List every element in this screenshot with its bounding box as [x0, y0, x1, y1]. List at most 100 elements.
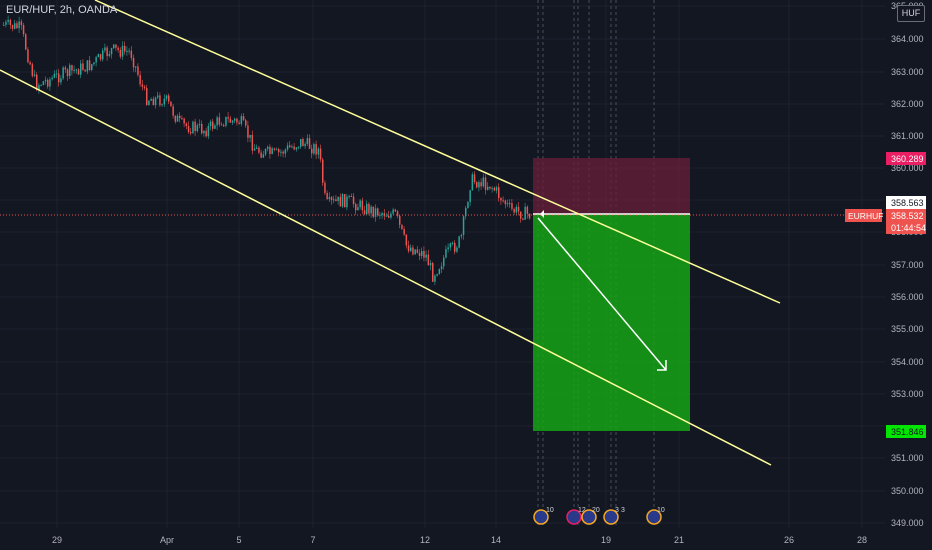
candle-body [66, 69, 69, 77]
currency-button[interactable]: HUF [897, 5, 925, 22]
svg-text:12: 12 [578, 507, 586, 514]
candle-body [317, 148, 320, 155]
candle-body [273, 148, 276, 150]
candle-body [168, 95, 170, 102]
candle-body [135, 66, 137, 68]
time-axis[interactable]: 29 Apr 5 7 12 14 19 21 26 28 [52, 535, 867, 545]
candle-body [493, 187, 496, 191]
candle-body [64, 67, 67, 70]
candle-body [7, 19, 9, 22]
candle-body [388, 215, 390, 218]
event-icon[interactable]: 12 [566, 507, 586, 525]
loss-zone[interactable] [533, 158, 690, 214]
candle-body [187, 126, 190, 132]
candle-body [412, 247, 414, 255]
candle-body [159, 95, 161, 106]
event-icon-group[interactable]: 10 12 20 3 3 10 [533, 507, 665, 525]
candle-body [249, 134, 251, 138]
candle-body [315, 144, 317, 155]
candle-body [181, 118, 183, 120]
svg-text:10: 10 [657, 507, 665, 514]
candle-body [328, 197, 331, 199]
candle-body [11, 24, 14, 29]
stop-price-label: 360.289 [886, 152, 926, 165]
candle-body [27, 49, 29, 63]
candle-body [278, 149, 280, 153]
candle-body [515, 206, 518, 213]
candle-body [366, 203, 368, 215]
candle-body [520, 211, 522, 219]
candle-body [71, 65, 73, 71]
candle-body [236, 118, 238, 123]
candle-body [150, 98, 152, 101]
candle-body [458, 236, 460, 248]
candle-body [29, 62, 31, 65]
price-tick: 357.000 [891, 260, 924, 270]
candle-body [308, 138, 311, 149]
event-icon[interactable]: 20 [581, 507, 600, 525]
candle-body [390, 213, 392, 218]
channel-upper-line[interactable] [94, 0, 781, 304]
candle-body [242, 116, 245, 121]
candle-body [14, 23, 16, 29]
candle-body [370, 206, 372, 214]
candle-body [47, 79, 49, 87]
candle-body [504, 200, 507, 205]
candle-body [454, 242, 456, 252]
candle-body [3, 24, 5, 26]
candle-body [102, 50, 104, 60]
price-tick: 355.000 [891, 324, 924, 334]
candle-body [418, 252, 421, 256]
profit-zone[interactable] [533, 214, 690, 431]
candle-body [509, 203, 511, 205]
entry-price-label: 358.563 [886, 196, 926, 209]
candle-body [190, 131, 192, 134]
candle-body [58, 73, 60, 83]
price-tick: 364.000 [891, 34, 924, 44]
candle-body [5, 21, 7, 25]
candle-body [440, 266, 443, 270]
candle-body [176, 115, 179, 122]
price-axis[interactable]: 365.000 364.000 363.000 362.000 361.000 … [891, 1, 924, 528]
event-icon[interactable]: 10 [533, 507, 554, 525]
candle-body [469, 190, 471, 203]
event-icon[interactable]: 10 [646, 507, 665, 525]
candle-body [163, 98, 166, 105]
candle-body [352, 196, 355, 205]
candle-body [401, 224, 403, 230]
candle-body [383, 213, 386, 217]
candle-body [110, 48, 113, 55]
candle-body [234, 118, 236, 121]
event-icon[interactable]: 3 3 [603, 507, 625, 525]
candle-body [106, 47, 108, 57]
candle-body [240, 116, 243, 125]
symbol-title: EUR/HUF, 2h, OANDA [6, 4, 118, 16]
svg-text:358.563: 358.563 [891, 198, 924, 208]
candle-body [115, 44, 117, 48]
candle-body [97, 54, 100, 58]
candle-body [33, 74, 36, 76]
candle-body [456, 247, 458, 252]
candle-body [447, 247, 449, 250]
time-tick: Apr [160, 535, 174, 545]
projection-arrow[interactable] [537, 217, 667, 371]
candle-body [183, 118, 185, 124]
candle-body [157, 95, 159, 98]
candle-body [368, 203, 370, 214]
candle-body [302, 138, 304, 147]
candle-body [121, 45, 124, 57]
candle-body [429, 263, 432, 266]
candle-body [247, 125, 249, 138]
candle-body [396, 211, 399, 216]
candle-body [491, 187, 493, 189]
candle-body [363, 210, 366, 215]
candle-body [502, 200, 504, 202]
candle-body [379, 214, 381, 216]
candlesticks [3, 15, 531, 286]
time-tick: 7 [310, 535, 315, 545]
candle-body [108, 54, 111, 57]
candle-body [282, 151, 284, 154]
channel-lower-line[interactable] [0, 69, 772, 466]
candle-body [506, 203, 509, 205]
